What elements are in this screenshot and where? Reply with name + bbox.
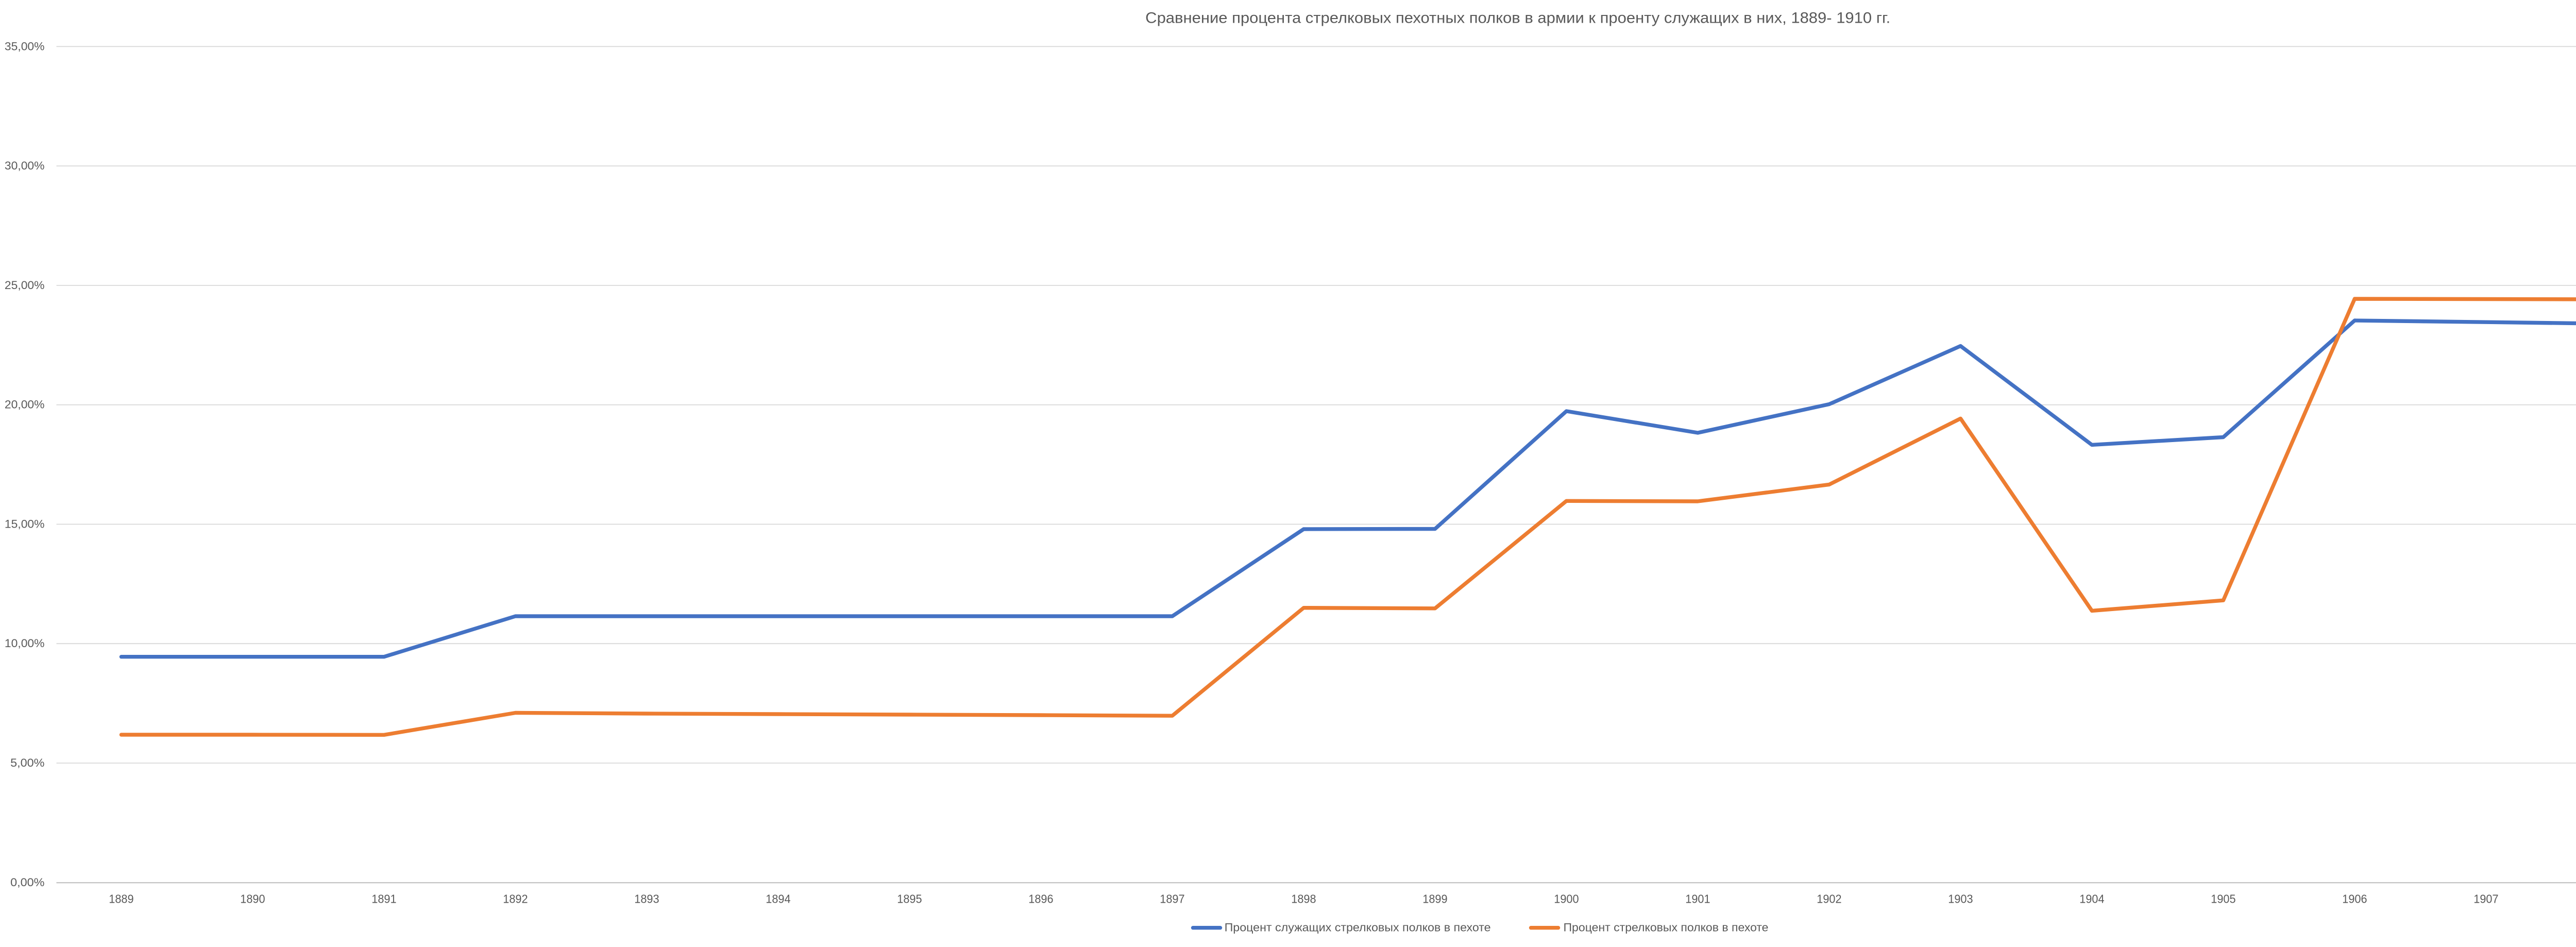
svg-text:10,00%: 10,00% [5,637,45,650]
svg-text:1904: 1904 [2079,892,2104,906]
svg-text:30,00%: 30,00% [5,159,45,172]
svg-text:Процент стрелковых полков в пе: Процент стрелковых полков в пехоте [1564,921,1769,934]
svg-text:1907: 1907 [2473,892,2498,906]
svg-text:1902: 1902 [1817,892,1841,906]
svg-text:1899: 1899 [1422,892,1447,906]
svg-text:1893: 1893 [634,892,659,906]
svg-text:1905: 1905 [2211,892,2235,906]
svg-text:1898: 1898 [1291,892,1316,906]
svg-text:20,00%: 20,00% [5,398,45,411]
svg-text:1890: 1890 [240,892,265,906]
svg-text:1896: 1896 [1028,892,1053,906]
svg-text:1906: 1906 [2342,892,2367,906]
svg-text:25,00%: 25,00% [5,279,45,292]
svg-text:5,00%: 5,00% [10,756,44,769]
svg-text:1891: 1891 [371,892,396,906]
svg-text:1889: 1889 [109,892,133,906]
svg-text:Сравнение процента стрелковых: Сравнение процента стрелковых пехотных п… [1145,10,1890,27]
svg-text:1900: 1900 [1554,892,1579,906]
svg-text:1892: 1892 [503,892,528,906]
svg-text:0,00%: 0,00% [10,876,44,889]
svg-text:1903: 1903 [1948,892,1973,906]
svg-text:Процент служащих стрелковых по: Процент служащих стрелковых полков в пех… [1225,921,1491,934]
svg-text:1897: 1897 [1160,892,1184,906]
svg-text:35,00%: 35,00% [5,40,45,53]
svg-text:1895: 1895 [897,892,922,906]
svg-text:1894: 1894 [766,892,790,906]
svg-text:15,00%: 15,00% [5,518,45,531]
svg-text:1901: 1901 [1685,892,1710,906]
